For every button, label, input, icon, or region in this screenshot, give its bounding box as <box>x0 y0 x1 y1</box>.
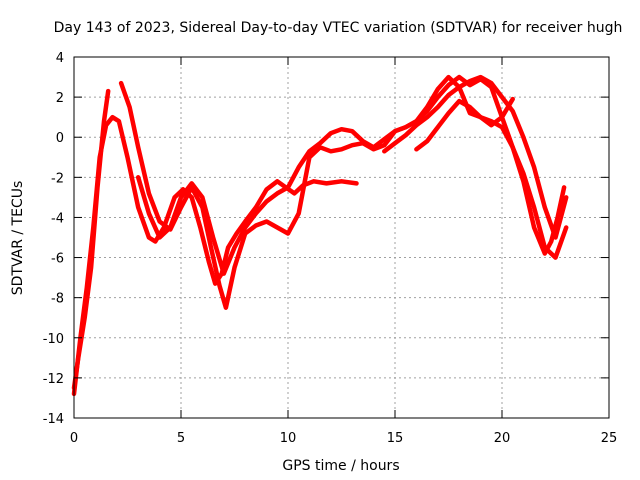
series-line-satellite-track-1 <box>71 114 359 397</box>
x-tick-label: 15 <box>387 431 404 446</box>
y-tick-label: -10 <box>43 332 64 347</box>
series-line-satellite-track-6 <box>414 96 515 152</box>
y-axis-title: SDTVAR / TECUs <box>10 181 26 296</box>
grid <box>74 57 609 418</box>
y-tick-label: -4 <box>51 211 64 226</box>
y-tick-label: -12 <box>43 372 64 387</box>
y-tick-label: -6 <box>51 252 64 267</box>
y-tick-label: -14 <box>43 412 64 427</box>
data-series <box>71 74 569 397</box>
x-tick-label: 0 <box>70 431 78 446</box>
tick-labels: -14 -12 -10 -8 -6 -4 -2 0 2 4 0 5 10 15 20 25 <box>43 51 618 446</box>
series-line-satellite-track-3 <box>118 74 567 310</box>
x-tick-label: 5 <box>177 431 185 446</box>
chart-title: Day 143 of 2023, Sidereal Day-to-day VTE… <box>54 20 623 36</box>
y-tick-label: 2 <box>56 91 64 106</box>
series-line-satellite-track-4 <box>135 74 569 276</box>
plot-frame <box>73 56 610 419</box>
y-tick-label: 0 <box>56 131 64 146</box>
x-tick-label: 20 <box>494 431 511 446</box>
x-tick-label: 25 <box>601 431 618 446</box>
y-tick-label: 4 <box>56 51 64 66</box>
x-axis-title: GPS time / hours <box>282 458 399 474</box>
series-line-satellite-track-2 <box>71 88 111 391</box>
y-tick-label: -8 <box>51 292 64 307</box>
series-line-satellite-track-5 <box>382 74 569 240</box>
x-tick-label: 10 <box>280 431 297 446</box>
axis-ticks <box>73 56 610 419</box>
y-tick-label: -2 <box>51 171 64 186</box>
